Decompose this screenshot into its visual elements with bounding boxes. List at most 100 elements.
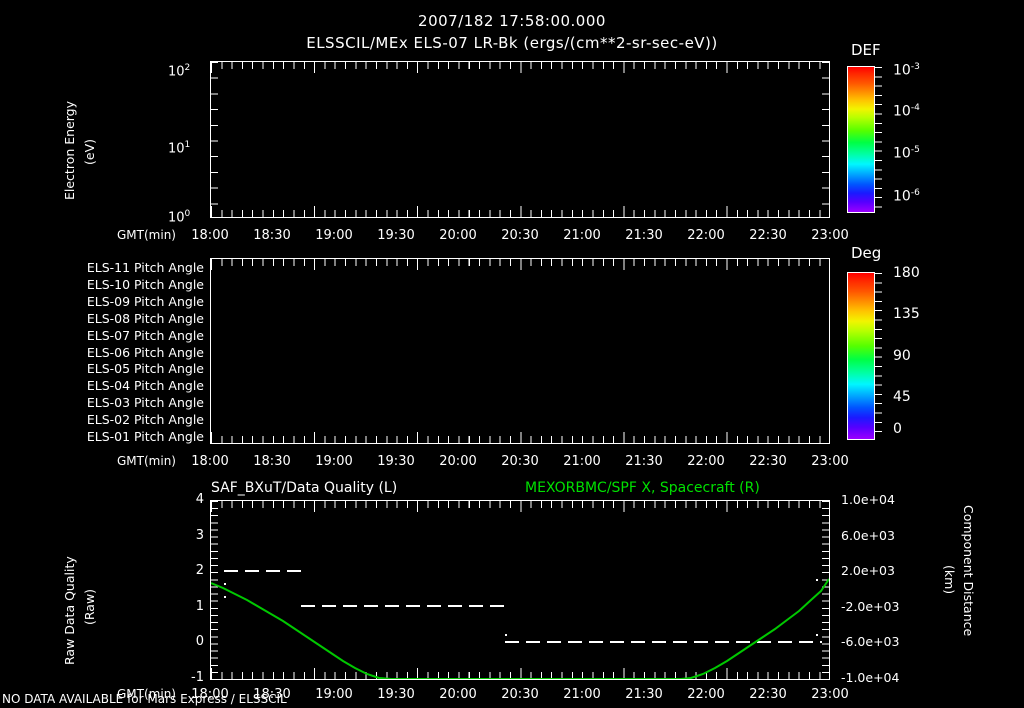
def-colorbar-label-2: 10-5: [893, 145, 920, 162]
energy-ytick-1: 100: [168, 209, 191, 226]
quality-legend-right: MEXORBMC/SPF X, Spacecraft (R): [525, 480, 760, 496]
energy-yticks-left: [211, 62, 218, 217]
energy-xlabel: GMT(min): [117, 228, 176, 242]
pitch-row-label-3: ELS-08 Pitch Angle: [86, 310, 204, 326]
deg-colorbar-label-45: 45: [893, 389, 911, 405]
deg-colorbar-ticks: [875, 273, 882, 439]
quality-marker-c: [505, 634, 507, 636]
energy-xtick-7: 21:30: [625, 228, 663, 243]
quality-ylabel-right-line1: Component Distance: [961, 505, 976, 637]
deg-colorbar-label-135: 135: [893, 306, 920, 322]
deg-colorbar-label-180: 180: [893, 265, 920, 281]
pitch-row-label-5: ELS-06 Pitch Angle: [86, 344, 204, 360]
deg-colorbar-label-0: 0: [893, 421, 902, 437]
pitch-row-label-6: ELS-05 Pitch Angle: [86, 361, 204, 377]
quality-ylabel-right-line2: (km): [942, 565, 957, 595]
pitch-row-label-1: ELS-10 Pitch Angle: [86, 276, 204, 292]
quality-ytick-right-0: 1.0e+04: [841, 492, 895, 507]
pitch-xtick-6: 21:00: [563, 454, 601, 469]
quality-xticks-major-top: [211, 501, 829, 512]
quality-ytick-left-3: 1: [195, 598, 204, 614]
energy-xtick-3: 19:30: [377, 228, 415, 243]
pitch-row-label-8: ELS-03 Pitch Angle: [86, 395, 204, 411]
pitch-row-label-9: ELS-02 Pitch Angle: [86, 412, 204, 428]
electron-energy-plot-area[interactable]: [210, 61, 830, 218]
quality-xtick-1: 18:30: [253, 687, 291, 702]
def-colorbar-ticks: [875, 67, 882, 212]
data-quality-segment-2: [224, 570, 303, 572]
pitch-xtick-7: 21:30: [625, 454, 663, 469]
pitch-xticks-major-bottom: [211, 432, 829, 443]
energy-xtick-1: 18:30: [253, 228, 291, 243]
quality-marker-d: [816, 634, 818, 636]
quality-ytick-right-5: -1.0e+04: [841, 670, 900, 685]
quality-yticks-right: [822, 501, 829, 679]
pitch-row-label-10: ELS-01 Pitch Angle: [86, 429, 204, 445]
pitch-row-label-7: ELS-04 Pitch Angle: [86, 378, 204, 394]
pitch-xtick-5: 20:30: [501, 454, 539, 469]
pitch-row-label-0: ELS-11 Pitch Angle: [86, 260, 204, 275]
pitch-angle-plot-area[interactable]: [210, 258, 830, 444]
energy-xtick-6: 21:00: [563, 228, 601, 243]
plot-timestamp-title: 2007/182 17:58:00.000: [418, 12, 606, 30]
quality-xtick-6: 21:00: [563, 687, 601, 702]
quality-ytick-left-1: 3: [195, 527, 204, 543]
energy-xtick-4: 20:00: [439, 228, 477, 243]
deg-colorbar[interactable]: [847, 272, 882, 440]
energy-ytick-100: 102: [168, 63, 191, 80]
pitch-row-label-4: ELS-07 Pitch Angle: [86, 327, 204, 343]
quality-xtick-3: 19:30: [377, 687, 415, 702]
data-quality-plot-area[interactable]: [210, 500, 830, 680]
pitch-xticks-major-top: [211, 259, 829, 270]
quality-marker-b: [224, 596, 226, 598]
quality-ytick-left-4: 0: [195, 634, 204, 650]
quality-xtick-8: 22:00: [687, 687, 725, 702]
energy-yticks-right: [822, 62, 829, 217]
pitch-xtick-4: 20:00: [439, 454, 477, 469]
quality-marker-e: [816, 579, 818, 581]
quality-xtick-2: 19:00: [315, 687, 353, 702]
energy-ylabel-line1: Electron Energy: [62, 100, 77, 200]
def-colorbar[interactable]: [847, 66, 882, 213]
energy-ytick-10: 101: [168, 140, 191, 157]
energy-ylabel-line2: (eV): [82, 139, 97, 165]
quality-ytick-left-5: -1: [191, 670, 204, 685]
pitch-xtick-9: 22:30: [749, 454, 787, 469]
data-quality-segment-1: [301, 605, 506, 607]
quality-yticks-left: [211, 501, 218, 679]
quality-ylabel-line2: (Raw): [82, 588, 97, 625]
quality-marker-a: [224, 583, 226, 585]
deg-colorbar-label-90: 90: [893, 348, 911, 364]
pitch-xtick-0: 18:00: [191, 454, 229, 469]
status-message: NO DATA AVAILABLE for Mars Express / ELS…: [2, 692, 287, 706]
pitch-xtick-3: 19:30: [377, 454, 415, 469]
quality-ylabel-line1: Raw Data Quality: [62, 556, 77, 665]
quality-ytick-right-1: 6.0e+03: [841, 527, 895, 543]
quality-ytick-left-2: 2: [195, 563, 204, 579]
pitch-xtick-10: 23:00: [811, 454, 849, 469]
def-colorbar-label-3: 10-6: [893, 188, 920, 205]
quality-xtick-9: 22:30: [749, 687, 787, 702]
energy-xtick-8: 22:00: [687, 228, 725, 243]
quality-xlabel: GMT(min): [117, 687, 176, 701]
quality-xtick-0: 18:00: [191, 687, 229, 702]
energy-xtick-10: 23:00: [811, 228, 849, 243]
quality-ytick-right-2: 2.0e+03: [841, 563, 895, 579]
quality-ytick-right-4: -6.0e+03: [841, 634, 900, 650]
pitch-row-label-2: ELS-09 Pitch Angle: [86, 293, 204, 309]
energy-xtick-2: 19:00: [315, 228, 353, 243]
spacecraft-distance-curve: [211, 578, 829, 679]
energy-xticks-major-top: [211, 62, 829, 73]
pitch-xtick-8: 22:00: [687, 454, 725, 469]
quality-legend-left: SAF_BXuT/Data Quality (L): [211, 480, 398, 496]
pitch-xtick-2: 19:00: [315, 454, 353, 469]
quality-ytick-right-3: -2.0e+03: [841, 598, 900, 614]
quality-xticks-major-bottom: [211, 668, 829, 679]
def-colorbar-label-0: 10-3: [893, 62, 920, 79]
energy-xtick-0: 18:00: [191, 228, 229, 243]
pitch-xlabel: GMT(min): [117, 454, 176, 468]
deg-colorbar-title: Deg: [851, 244, 882, 262]
def-colorbar-label-1: 10-4: [893, 103, 920, 120]
quality-ytick-left-0: 4: [195, 492, 204, 507]
quality-xtick-5: 20:30: [501, 687, 539, 702]
